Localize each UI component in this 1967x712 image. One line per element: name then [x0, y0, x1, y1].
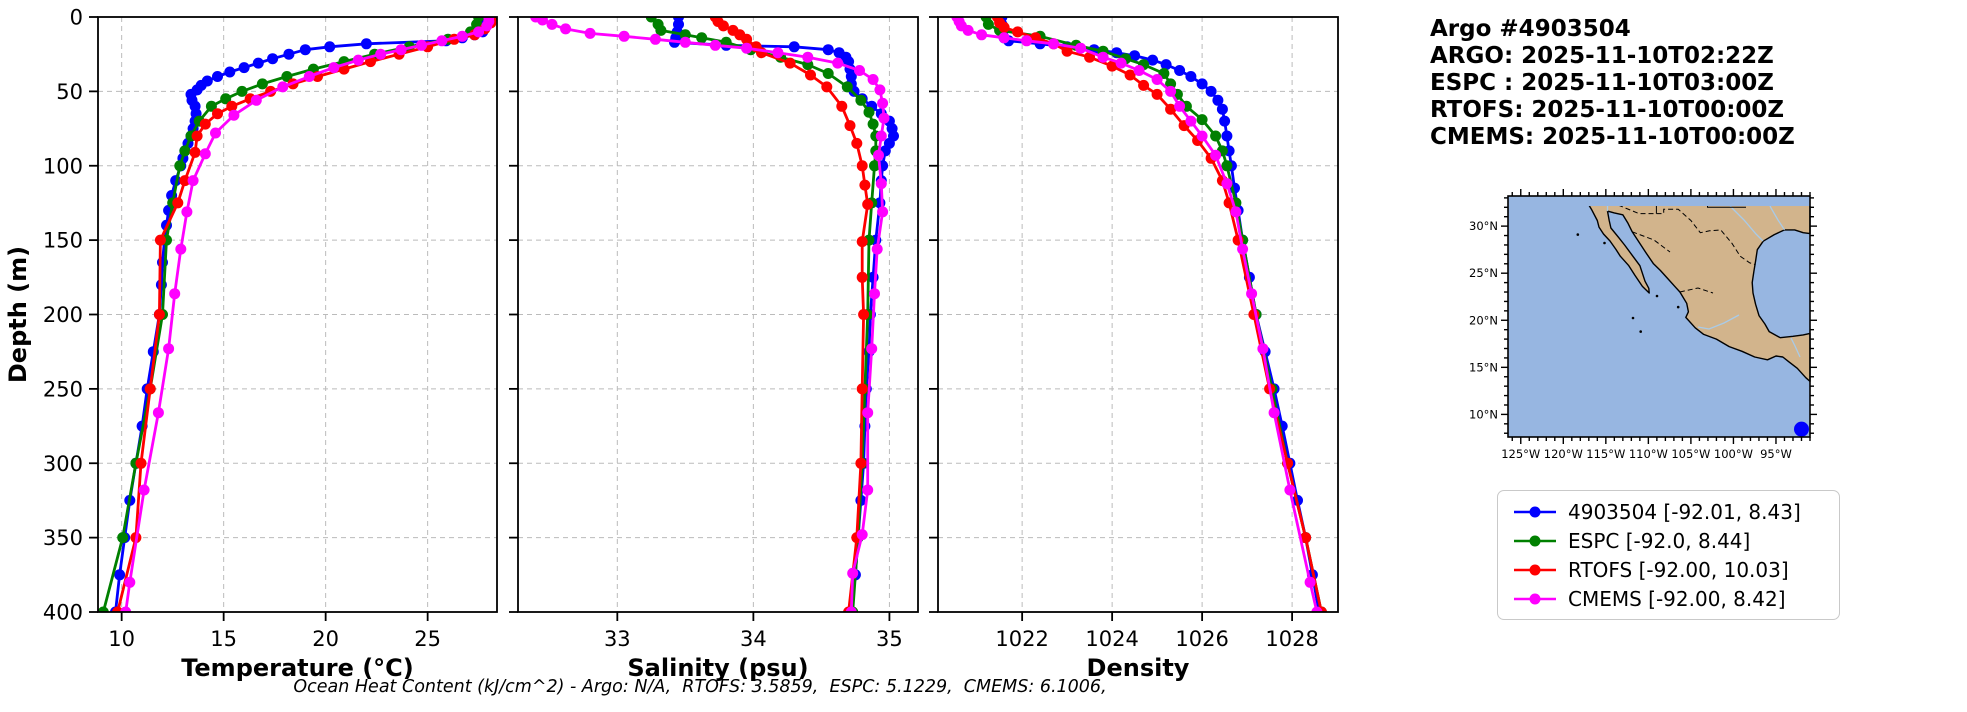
profile-charts: 10 15 20 25050100150200250300350400Temperat… — [4, 6, 1339, 682]
svg-text:1024: 1024 — [1085, 627, 1138, 651]
legend-swatch-rtofs — [1514, 564, 1556, 575]
temperature-panel: 10 15 20 25050100150200250300350400Temperat… — [43, 6, 498, 682]
legend-item-rtofs: RTOFS [-92.00, 10.03] — [1512, 555, 1839, 584]
svg-text:0: 0 — [70, 6, 83, 30]
temperature-axis-label: Temperature (°C) — [181, 654, 414, 682]
svg-text:300: 300 — [43, 452, 83, 476]
salinity-axis-label: Salinity (psu) — [627, 654, 808, 682]
map-lon-label: 105°W — [1671, 447, 1710, 461]
legend-swatch-argo — [1514, 506, 1556, 517]
map-lon-label: 100°W — [1714, 447, 1753, 461]
salinity-panel: 33 34 35 Salinity (psu) — [509, 16, 919, 682]
svg-text:350: 350 — [43, 526, 83, 550]
map-lat-label: 30°N — [1469, 219, 1498, 233]
location-map: 30°N 25°N 20°N 15°N 10°N 125°W 120°W 115°W 110°W… — [1455, 186, 1845, 480]
svg-text:25: 25 — [414, 627, 441, 651]
density-panel: 1022 1024 1026 1028 Density — [929, 16, 1339, 682]
svg-text:1026: 1026 — [1175, 627, 1228, 651]
page-title: Argo #4903504 — [1430, 16, 1631, 42]
map-lon-label: 125°W — [1501, 447, 1540, 461]
legend-item-argo: 4903504 [-92.01, 8.43] — [1512, 497, 1839, 526]
ocean-heat-content-note: Ocean Heat Content (kJ/cm^2) - Argo: N/A… — [293, 677, 1107, 697]
coastline-land — [1588, 206, 1811, 383]
svg-text:10: 10 — [108, 627, 135, 651]
svg-text:50: 50 — [56, 80, 83, 104]
map-lat-label: 15°N — [1469, 360, 1498, 374]
map-lon-label: 95°W — [1760, 447, 1792, 461]
svg-text:100: 100 — [43, 154, 83, 178]
argo-timestamp: ARGO: 2025-11-10T02:22Z — [1430, 43, 1774, 69]
legend-item-espc: ESPC [-92.0, 8.44] — [1512, 526, 1839, 555]
rtofs-timestamp: RTOFS: 2025-11-10T00:00Z — [1430, 97, 1785, 123]
state-borders — [1655, 206, 1746, 214]
map-lon-label: 110°W — [1629, 447, 1668, 461]
cmems-timestamp: CMEMS: 2025-11-10T00:00Z — [1430, 124, 1795, 150]
espc-timestamp: ESPC : 2025-11-10T03:00Z — [1430, 70, 1774, 96]
svg-text:1028: 1028 — [1265, 627, 1318, 651]
legend-label-espc: ESPC [-92.0, 8.44] — [1568, 528, 1751, 553]
map-lon-label: 115°W — [1586, 447, 1625, 461]
legend-label-rtofs: RTOFS [-92.00, 10.03] — [1568, 557, 1789, 582]
depth-axis-label: Depth (m) — [4, 246, 32, 383]
island — [1655, 294, 1659, 298]
rivers — [1606, 206, 1801, 358]
legend-item-cmems: CMEMS [-92.00, 8.42] — [1512, 584, 1839, 613]
cmems-salinity-line — [535, 17, 886, 612]
svg-text:35: 35 — [876, 627, 903, 651]
svg-text:33: 33 — [604, 627, 631, 651]
svg-text:1022: 1022 — [995, 627, 1048, 651]
map-frame — [1507, 195, 1811, 438]
svg-text:20: 20 — [312, 627, 339, 651]
island — [1676, 305, 1680, 309]
float-position-marker — [1793, 421, 1809, 437]
svg-text:200: 200 — [43, 303, 83, 327]
density-axis-label: Density — [1087, 654, 1190, 682]
svg-text:15: 15 — [210, 627, 237, 651]
island — [1639, 330, 1642, 333]
map-canvas: 30°N 25°N 20°N 15°N 10°N 125°W 120°W 115°W 110°W… — [1469, 189, 1817, 461]
legend-swatch-cmems — [1514, 593, 1556, 604]
map-lat-label: 10°N — [1469, 407, 1498, 421]
legend-label-argo: 4903504 [-92.01, 8.43] — [1568, 499, 1801, 524]
map-lat-label: 25°N — [1469, 266, 1498, 280]
legend-label-cmems: CMEMS [-92.00, 8.42] — [1568, 586, 1786, 611]
legend: 4903504 [-92.01, 8.43] ESPC [-92.0, 8.44… — [1497, 490, 1840, 620]
legend-swatch-espc — [1514, 535, 1556, 546]
map-lat-label: 20°N — [1469, 313, 1498, 327]
svg-text:400: 400 — [43, 601, 83, 625]
svg-text:34: 34 — [740, 627, 767, 651]
island — [1603, 241, 1606, 245]
country-borders — [1619, 206, 1756, 294]
svg-text:250: 250 — [43, 377, 83, 401]
header-block: Argo #4903504 ARGO: 2025-11-10T02:22Z ES… — [1430, 16, 1967, 151]
svg-text:150: 150 — [43, 229, 83, 253]
island — [1631, 316, 1635, 320]
island — [1576, 233, 1580, 236]
map-lon-label: 120°W — [1544, 447, 1583, 461]
